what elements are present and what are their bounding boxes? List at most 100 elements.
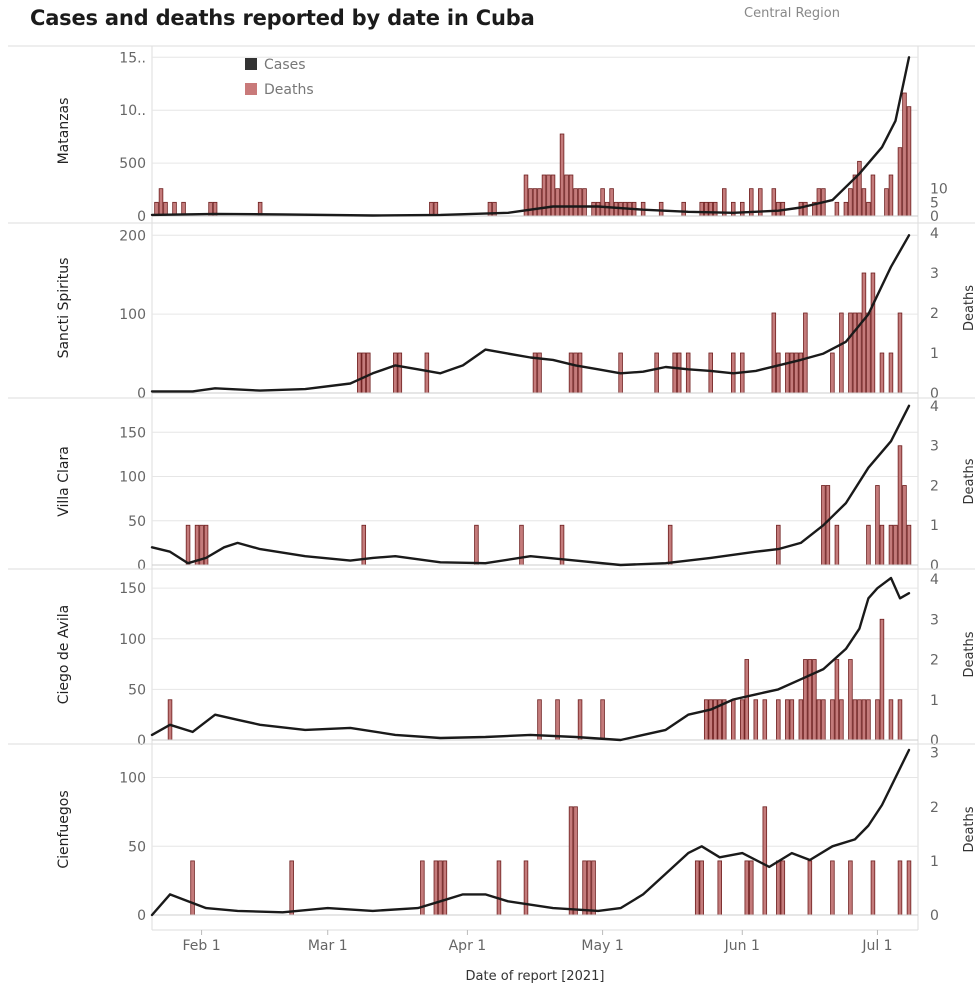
death-bar bbox=[537, 699, 542, 741]
right-tick-label: 4 bbox=[930, 572, 939, 588]
death-bar bbox=[573, 352, 578, 394]
death-bar bbox=[807, 659, 813, 741]
death-bar bbox=[848, 860, 853, 916]
death-bar bbox=[834, 524, 840, 566]
death-bar bbox=[433, 860, 439, 916]
death-bar bbox=[776, 352, 781, 394]
left-tick-label: 100 bbox=[119, 307, 146, 323]
death-bar bbox=[834, 201, 840, 217]
right-tick-label: 3 bbox=[930, 266, 939, 282]
death-bar bbox=[568, 806, 574, 916]
death-bar bbox=[884, 188, 889, 217]
death-bar bbox=[875, 485, 880, 566]
x-tick-label: Jun 1 bbox=[724, 938, 760, 954]
death-bar bbox=[541, 174, 547, 217]
death-bar bbox=[703, 699, 709, 741]
cases-line bbox=[150, 234, 911, 393]
right-axis-title: Deaths bbox=[962, 285, 977, 331]
death-bar bbox=[830, 699, 835, 741]
death-bar bbox=[361, 352, 367, 394]
death-bar bbox=[699, 201, 704, 217]
death-bar bbox=[496, 860, 502, 916]
left-tick-label: 0 bbox=[137, 386, 146, 402]
right-tick-label: 2 bbox=[930, 653, 939, 669]
death-bar bbox=[834, 659, 840, 741]
death-bar bbox=[866, 699, 871, 741]
death-bar bbox=[546, 174, 551, 217]
death-bar bbox=[888, 352, 894, 394]
right-tick-label: 1 bbox=[930, 518, 939, 534]
death-bar bbox=[532, 188, 538, 217]
death-bar bbox=[852, 312, 858, 394]
death-bar bbox=[591, 201, 596, 217]
death-bar bbox=[190, 860, 195, 916]
death-bar bbox=[897, 699, 903, 741]
death-bar bbox=[780, 860, 786, 916]
death-bar bbox=[740, 201, 745, 217]
death-bar bbox=[879, 352, 885, 394]
right-tick-label: 0 bbox=[930, 386, 939, 402]
death-bar bbox=[699, 860, 704, 916]
death-bar bbox=[785, 699, 790, 741]
right-axis-title: Deaths bbox=[962, 458, 977, 504]
right-tick-label: 0 bbox=[930, 908, 939, 924]
death-bar bbox=[879, 524, 885, 566]
death-bar bbox=[866, 524, 871, 566]
right-tick-label: 4 bbox=[930, 399, 939, 415]
death-bar bbox=[825, 485, 831, 566]
right-tick-label: 2 bbox=[930, 800, 939, 816]
death-bar bbox=[902, 485, 907, 566]
death-bar bbox=[744, 860, 750, 916]
death-bar bbox=[879, 618, 885, 741]
death-bar bbox=[753, 699, 759, 741]
right-tick-label: 5 bbox=[930, 195, 939, 211]
death-bar bbox=[839, 699, 844, 741]
death-bar bbox=[568, 352, 574, 394]
death-bar bbox=[866, 201, 871, 217]
right-axis-title: Deaths bbox=[962, 631, 977, 677]
death-bar bbox=[537, 188, 542, 217]
death-bar bbox=[613, 201, 619, 217]
death-bar bbox=[609, 188, 614, 217]
death-bar bbox=[564, 174, 569, 217]
death-bar bbox=[798, 201, 804, 217]
legend-label: Deaths bbox=[264, 82, 314, 98]
death-bar bbox=[893, 524, 898, 566]
panel-label: Matanzas bbox=[56, 98, 72, 165]
death-bar bbox=[803, 201, 808, 217]
death-bar bbox=[573, 188, 578, 217]
death-bar bbox=[888, 174, 894, 217]
death-bar bbox=[658, 201, 664, 217]
death-bar bbox=[167, 699, 173, 741]
right-axis-title: Deaths bbox=[962, 806, 977, 852]
left-tick-label: 500 bbox=[119, 156, 146, 172]
left-tick-label: 0 bbox=[137, 558, 146, 574]
death-bar bbox=[861, 272, 867, 394]
death-bar bbox=[803, 659, 808, 741]
cases-line bbox=[150, 748, 911, 917]
left-tick-label: 200 bbox=[119, 228, 146, 244]
death-bar bbox=[830, 352, 835, 394]
death-bar bbox=[906, 106, 912, 217]
left-tick-label: 0 bbox=[137, 209, 146, 225]
death-bar bbox=[749, 860, 754, 916]
death-bar bbox=[771, 312, 777, 394]
death-bar bbox=[717, 860, 722, 916]
death-bar bbox=[604, 201, 610, 217]
death-bar bbox=[600, 188, 605, 217]
legend-swatch-cases bbox=[245, 58, 257, 70]
death-bar bbox=[875, 699, 880, 741]
death-bar bbox=[897, 860, 903, 916]
death-bar bbox=[740, 699, 745, 741]
x-tick-label: Jul 1 bbox=[861, 938, 892, 954]
death-bar bbox=[694, 860, 700, 916]
death-bar bbox=[776, 860, 781, 916]
death-bar bbox=[762, 806, 768, 916]
death-bar bbox=[902, 92, 907, 217]
death-bar bbox=[528, 188, 533, 217]
death-bar bbox=[848, 659, 853, 741]
right-tick-label: 3 bbox=[930, 439, 939, 455]
left-tick-label: 100 bbox=[119, 771, 146, 787]
death-bar bbox=[600, 699, 605, 741]
right-tick-label: 1 bbox=[930, 693, 939, 709]
